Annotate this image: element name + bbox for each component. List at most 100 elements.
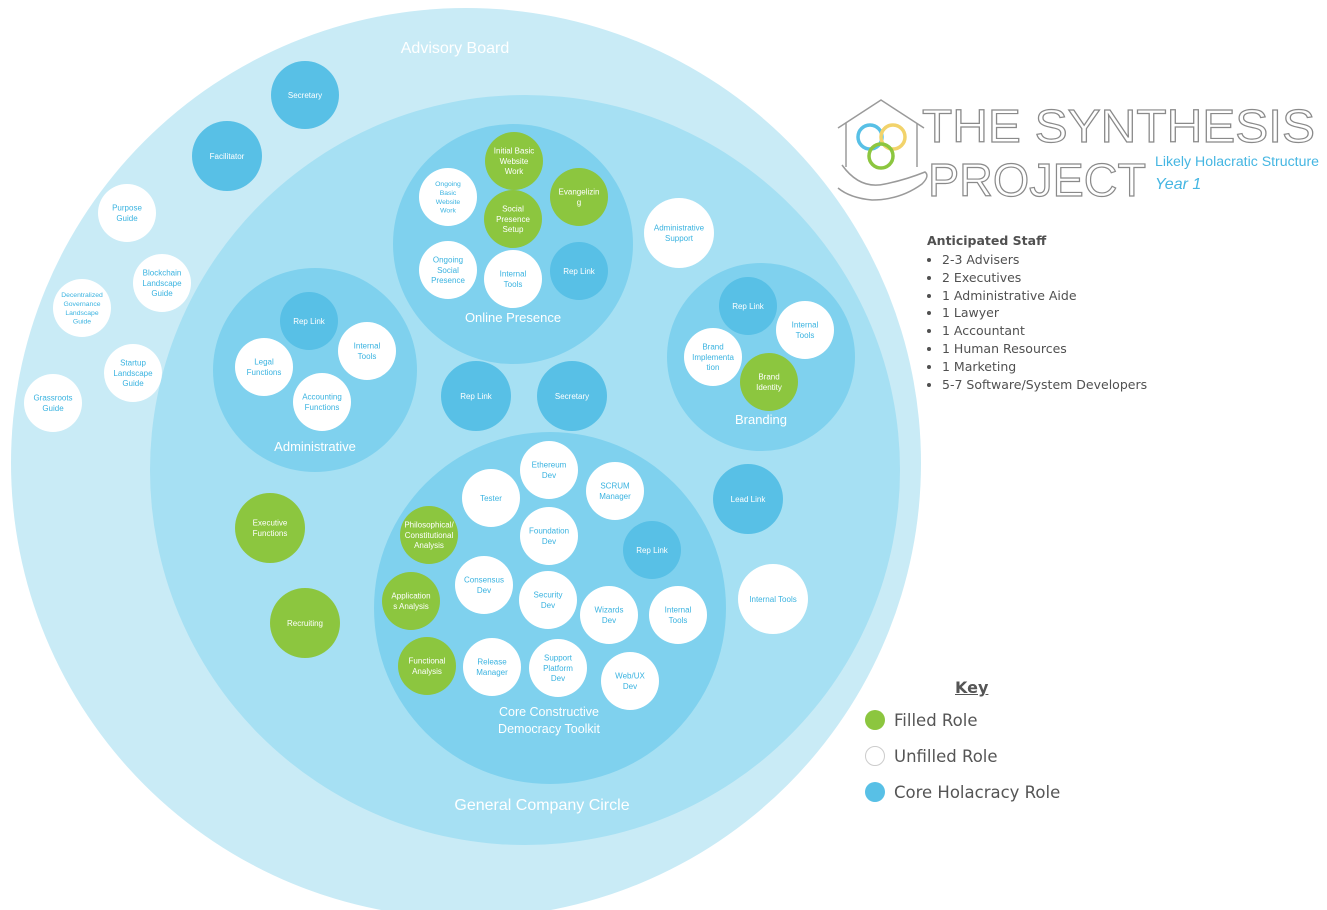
role-label: Internal: [665, 606, 692, 615]
role-circle-unfilled: [98, 184, 156, 242]
anticipated-staff-list: 2-3 Advisers 2 Executives 1 Administrati…: [927, 251, 1147, 393]
role-circle-unfilled: [649, 586, 707, 644]
staff-item: 1 Marketing: [942, 358, 1147, 376]
role-label: Brand: [758, 373, 779, 382]
role-label: Guide: [122, 379, 144, 388]
role-label: Recruiting: [287, 619, 323, 628]
role-label: Legal: [254, 358, 274, 367]
role-admin-rep-link: Rep Link: [280, 292, 338, 350]
role-tester: Tester: [462, 469, 520, 527]
role-circle-unfilled: [455, 556, 513, 614]
role-label: Evangelizin: [559, 188, 600, 197]
key-item-unfilled: Unfilled Role: [865, 746, 998, 766]
role-label: g: [577, 198, 581, 207]
role-label: Guide: [116, 214, 138, 223]
role-label: Dev: [551, 674, 565, 683]
role-label: Manager: [599, 492, 631, 501]
role-advisory-secretary: Secretary: [271, 61, 339, 129]
role-label: Wizards: [595, 606, 624, 615]
role-circle-unfilled: [419, 241, 477, 299]
role-label: Guide: [42, 404, 64, 413]
role-gcc-secretary: Secretary: [537, 361, 607, 431]
role-label: Consensus: [464, 576, 504, 585]
role-circle-core: [713, 464, 783, 534]
logo: THE SYNTHESIS PROJECT Likely Holacratic …: [837, 99, 1319, 207]
role-circles: SecretaryFacilitatorPurposeGuideBlockcha…: [24, 61, 834, 710]
house-logo-icon: [837, 99, 928, 201]
role-label: s Analysis: [393, 602, 429, 611]
staff-item: 1 Accountant: [942, 322, 1147, 340]
role-label: Tools: [358, 352, 377, 361]
role-circle-core: [550, 242, 608, 300]
role-circle-unfilled: [53, 279, 111, 337]
anticipated-staff: Anticipated Staff 2-3 Advisers 2 Executi…: [927, 233, 1147, 393]
role-label: Web/UX: [615, 672, 645, 681]
role-label: Philosophical/: [404, 520, 454, 529]
staff-item: 5-7 Software/System Developers: [942, 376, 1147, 394]
core-toolkit-label-line1: Core Constructive: [499, 705, 599, 719]
logo-title-line1: THE SYNTHESIS: [922, 100, 1315, 152]
key-title: Key: [955, 678, 989, 697]
role-label: Work: [505, 167, 525, 176]
role-circle-unfilled: [235, 338, 293, 396]
role-label: Foundation: [529, 527, 569, 536]
role-gcc-rep-link: Rep Link: [441, 361, 511, 431]
role-label: Purpose: [112, 204, 142, 213]
role-circle-filled: [400, 506, 458, 564]
role-circle-unfilled: [601, 652, 659, 710]
role-circle-unfilled: [293, 373, 351, 431]
role-circle-unfilled: [586, 462, 644, 520]
role-label: Release: [477, 658, 507, 667]
role-circle-unfilled: [419, 168, 477, 226]
role-label: Application: [391, 592, 430, 601]
role-circle-unfilled: [133, 254, 191, 312]
role-label: Social: [437, 266, 459, 275]
anticipated-staff-title: Anticipated Staff: [927, 233, 1047, 248]
role-lead-link: Lead Link: [713, 464, 783, 534]
role-label: Dev: [542, 537, 556, 546]
role-circle-filled: [235, 493, 305, 563]
key-item-label: Unfilled Role: [894, 746, 998, 766]
role-label: Social: [502, 204, 524, 213]
role-label: Ongoing: [435, 181, 461, 188]
role-circle-unfilled: [529, 639, 587, 697]
role-label: Rep Link: [732, 302, 765, 311]
branding-label: Branding: [735, 412, 787, 427]
key-item-label: Filled Role: [894, 710, 978, 730]
role-label: Ethereum: [532, 461, 567, 470]
role-label: Ongoing: [433, 255, 463, 264]
role-label: Internal: [354, 342, 381, 351]
role-label: Platform: [543, 664, 573, 673]
logo-title-line2: PROJECT: [928, 154, 1146, 206]
role-label: Governance: [63, 301, 100, 308]
role-circle-unfilled: [684, 328, 742, 386]
role-label: Work: [440, 208, 456, 215]
role-circle-core: [271, 61, 339, 129]
logo-year: Year 1: [1155, 176, 1201, 193]
role-label: Dev: [477, 586, 491, 595]
role-label: Guide: [151, 289, 173, 298]
role-label: Landscape: [113, 369, 153, 378]
role-circle-core: [623, 521, 681, 579]
role-branding-rep-link: Rep Link: [719, 277, 777, 335]
role-label: Tools: [504, 280, 523, 289]
role-label: Manager: [476, 668, 508, 677]
key-item-label: Core Holacracy Role: [894, 782, 1061, 802]
staff-item: 1 Human Resources: [942, 340, 1147, 358]
